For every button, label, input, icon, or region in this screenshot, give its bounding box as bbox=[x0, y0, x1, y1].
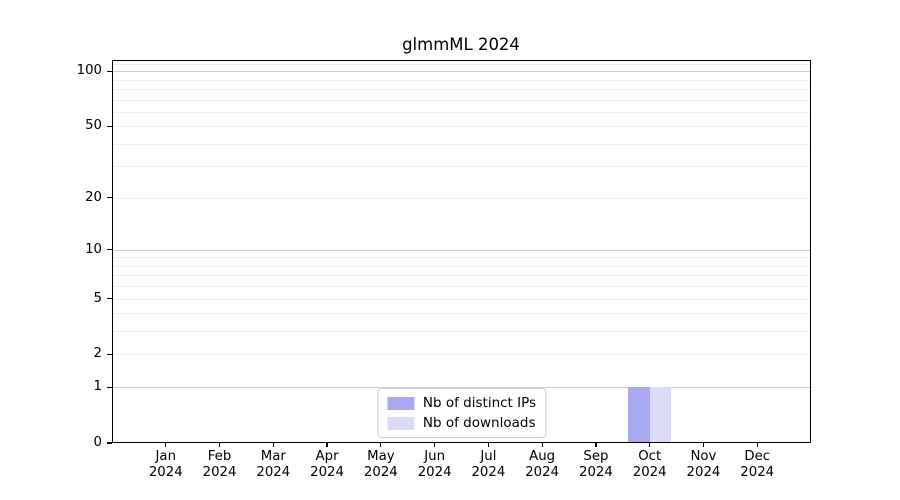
y-tick-label-10: 10 bbox=[85, 241, 102, 257]
y-tick-mark-100 bbox=[107, 70, 112, 72]
y-tick-label-2: 2 bbox=[93, 346, 102, 362]
plot-area: Nb of distinct IPs Nb of downloads bbox=[112, 60, 811, 443]
gridline-minor-2 bbox=[112, 354, 811, 356]
x-tick-month: Sep bbox=[583, 449, 609, 464]
x-tick-mark-aug bbox=[541, 443, 543, 447]
x-tick-year: 2024 bbox=[686, 464, 721, 480]
y-tick-label-20: 20 bbox=[85, 189, 102, 205]
gridline-minor-40 bbox=[112, 143, 811, 145]
x-tick-month: Apr bbox=[315, 449, 339, 464]
legend-item-distinct-ips: Nb of distinct IPs bbox=[386, 395, 537, 411]
x-tick-mark-nov bbox=[702, 443, 705, 447]
y-tick-mark-0 bbox=[107, 442, 112, 444]
y-tick-mark-10 bbox=[107, 249, 112, 251]
gridline-minor-50 bbox=[112, 126, 811, 128]
x-tick-label-sep: Sep 2024 bbox=[561, 449, 631, 480]
y-tick-label-50: 50 bbox=[85, 118, 102, 134]
x-tick-mark-dec bbox=[756, 443, 758, 447]
y-tick-mark-2 bbox=[107, 353, 112, 356]
y-tick-label-5: 5 bbox=[93, 290, 102, 306]
gridline-major-1 bbox=[112, 387, 811, 389]
x-tick-label-may: May 2024 bbox=[346, 449, 416, 480]
gridline-major-100 bbox=[112, 71, 811, 73]
gridline-minor-70 bbox=[112, 99, 811, 101]
x-tick-label-aug: Aug 2024 bbox=[507, 449, 577, 480]
x-tick-mark-feb bbox=[218, 443, 221, 447]
bar-nb-of-distinct-ips-oct bbox=[628, 387, 650, 443]
x-tick-mark-oct bbox=[649, 443, 651, 447]
gridline-minor-4 bbox=[112, 313, 811, 315]
legend: Nb of distinct IPs Nb of downloads bbox=[376, 388, 547, 438]
x-tick-year: 2024 bbox=[148, 464, 183, 480]
x-tick-year: 2024 bbox=[202, 464, 237, 480]
x-tick-label-jun: Jun 2024 bbox=[400, 449, 470, 480]
x-tick-label-nov: Nov 2024 bbox=[668, 449, 738, 480]
x-tick-month: Jun bbox=[424, 449, 445, 464]
x-tick-label-jul: Jul 2024 bbox=[453, 449, 523, 480]
x-tick-label-oct: Oct 2024 bbox=[615, 449, 685, 480]
x-tick-month: Jul bbox=[480, 449, 497, 464]
y-tick-mark-50 bbox=[107, 125, 112, 127]
x-tick-label-feb: Feb 2024 bbox=[185, 449, 255, 480]
gridline-minor-9 bbox=[112, 257, 811, 259]
y-tick-mark-20 bbox=[107, 197, 112, 199]
x-tick-label-dec: Dec 2024 bbox=[722, 449, 792, 480]
gridline-major-10 bbox=[112, 249, 811, 251]
x-tick-year: 2024 bbox=[525, 464, 560, 480]
x-tick-month: Mar bbox=[260, 449, 286, 464]
y-tick-label-0: 0 bbox=[93, 435, 102, 450]
legend-swatch-distinct-ips bbox=[386, 396, 414, 410]
gridline-minor-6 bbox=[112, 286, 811, 288]
x-tick-year: 2024 bbox=[417, 464, 452, 480]
x-tick-year: 2024 bbox=[363, 464, 398, 480]
x-tick-month: May bbox=[367, 449, 395, 464]
gridline-minor-90 bbox=[112, 79, 811, 81]
x-tick-year: 2024 bbox=[579, 464, 613, 480]
gridline-minor-3 bbox=[112, 331, 811, 333]
x-tick-label-jan: Jan 2024 bbox=[131, 449, 201, 480]
gridline-minor-60 bbox=[112, 111, 811, 113]
bar-nb-of-downloads-oct bbox=[649, 387, 672, 443]
x-tick-year: 2024 bbox=[740, 464, 775, 480]
x-tick-year: 2024 bbox=[256, 464, 291, 480]
gridline-minor-30 bbox=[112, 166, 811, 168]
gridline-minor-8 bbox=[112, 265, 811, 267]
x-tick-label-apr: Apr 2024 bbox=[292, 449, 362, 480]
x-tick-mark-jul bbox=[487, 443, 489, 447]
x-tick-month: Aug bbox=[529, 449, 556, 464]
y-tick-mark-5 bbox=[107, 298, 112, 300]
gridline-minor-5 bbox=[112, 298, 811, 300]
y-tick-label-1: 1 bbox=[93, 379, 102, 395]
x-tick-year: 2024 bbox=[471, 464, 506, 480]
x-tick-mark-mar bbox=[272, 443, 274, 447]
x-tick-mark-sep bbox=[595, 443, 597, 447]
x-tick-mark-apr bbox=[326, 443, 328, 447]
gridline-minor-7 bbox=[112, 275, 811, 277]
legend-label-downloads: Nb of downloads bbox=[422, 415, 536, 431]
x-tick-month: Feb bbox=[207, 449, 232, 464]
x-tick-mark-may bbox=[380, 443, 382, 447]
gridline-minor-20 bbox=[112, 197, 811, 199]
gridline-minor-110 bbox=[112, 63, 811, 65]
x-tick-mark-jan bbox=[165, 443, 167, 447]
x-tick-month: Jan bbox=[155, 449, 177, 464]
chart-title: glmmML 2024 bbox=[402, 35, 520, 54]
x-tick-label-mar: Mar 2024 bbox=[238, 449, 308, 480]
x-tick-month: Nov bbox=[690, 449, 717, 464]
y-tick-label-100: 100 bbox=[76, 63, 102, 79]
gridline-minor-80 bbox=[112, 88, 811, 90]
x-tick-month: Oct bbox=[638, 449, 662, 464]
x-tick-year: 2024 bbox=[310, 464, 344, 480]
legend-label-distinct-ips: Nb of distinct IPs bbox=[422, 395, 537, 411]
x-tick-mark-jun bbox=[434, 443, 436, 447]
legend-swatch-downloads bbox=[386, 416, 414, 430]
legend-item-downloads: Nb of downloads bbox=[386, 415, 536, 431]
y-tick-mark-1 bbox=[107, 386, 112, 388]
x-tick-year: 2024 bbox=[632, 464, 667, 480]
x-tick-month: Dec bbox=[744, 449, 771, 464]
